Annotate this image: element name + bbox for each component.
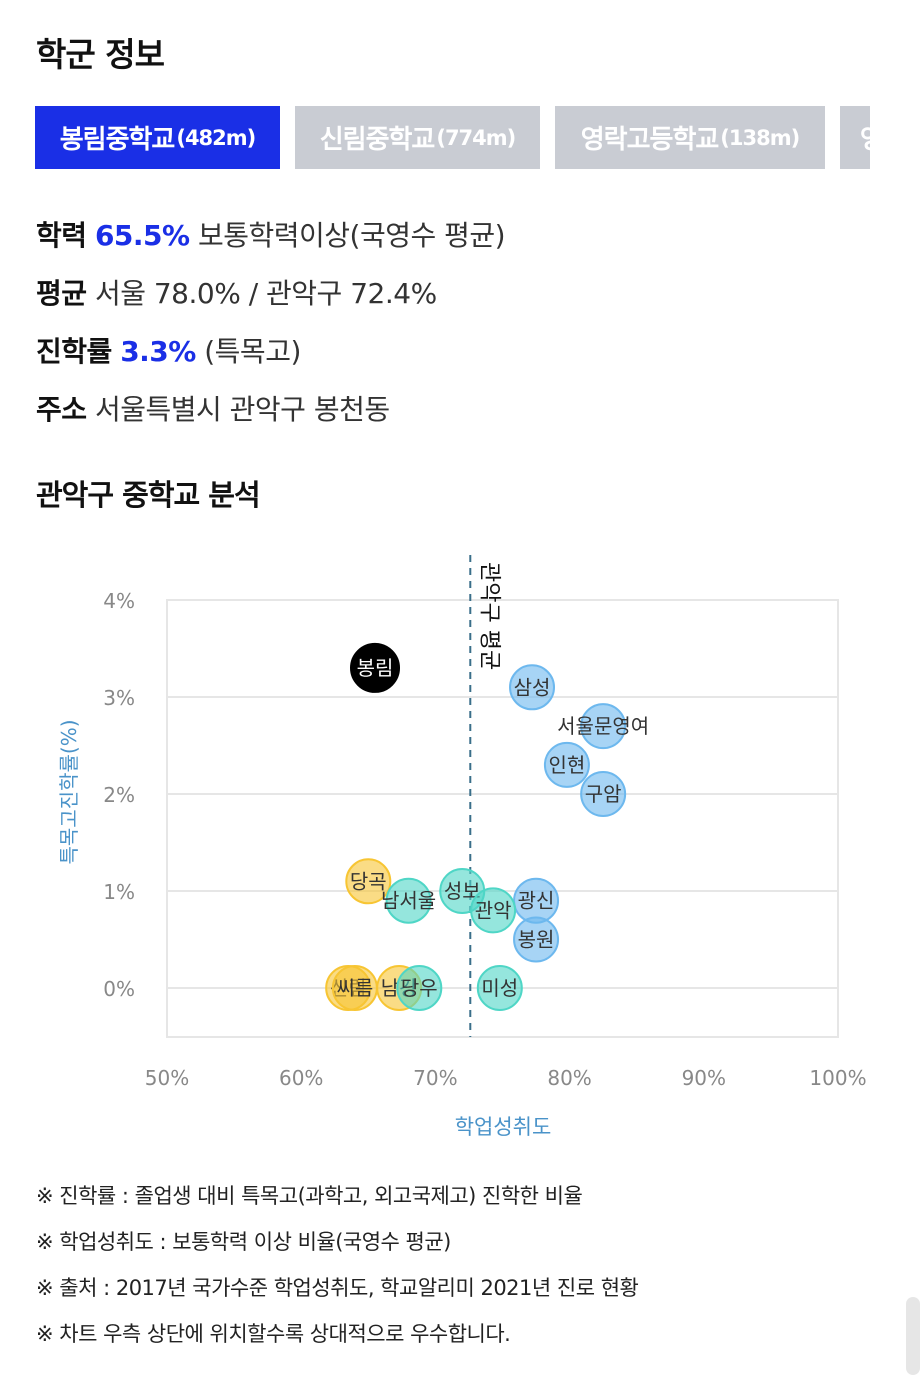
point-label: 광신 xyxy=(518,889,555,913)
point-label: 관악 xyxy=(475,898,512,922)
point-label: 서울문영여 xyxy=(557,714,649,738)
advance-row: 진학률 3.3% (특목고) xyxy=(36,330,301,370)
average-label: 평균 xyxy=(36,277,87,310)
y-tick-label: 4% xyxy=(103,589,135,613)
point-label: 삼성 xyxy=(514,675,551,699)
x-tick-label: 80% xyxy=(547,1066,591,1090)
x-tick-label: 100% xyxy=(809,1066,866,1090)
point-bubble xyxy=(350,642,401,693)
school-point[interactable]: 삼성 xyxy=(509,664,556,711)
point-bubble xyxy=(513,916,560,963)
point-bubble xyxy=(385,877,432,924)
tab-label: 영락고등학교 xyxy=(580,125,720,155)
point-bubble xyxy=(476,965,523,1011)
school-point[interactable]: 관악 xyxy=(470,887,517,934)
note-interpretation: ※ 차트 우측 상단에 위치할수록 상대적으로 우수합니다. xyxy=(36,1322,511,1346)
point-bubble xyxy=(543,741,590,788)
tab-label: 영 xyxy=(860,119,870,156)
school-point[interactable]: 남서울 xyxy=(381,877,436,924)
note-source: ※ 출처 : 2017년 국가수준 학업성취도, 학교알리미 2021년 진로 … xyxy=(36,1276,639,1300)
point-label: 당곡 xyxy=(350,869,387,893)
school-analysis-chart: 0% 1% 2% 3% 4% 50% 60% 70% 80% 90% 100% 관악구 평균 봉림삼… xyxy=(57,555,867,1139)
point-label: 봉원 xyxy=(518,928,555,952)
analysis-title: 관악구 중학교 분석 xyxy=(36,478,261,512)
point-bubble xyxy=(580,771,627,817)
academic-row: 학력 65.5% 보통학력이상(국영수 평균) xyxy=(36,214,506,254)
school-point[interactable]: 당우 xyxy=(396,965,443,1011)
note-advance-rate: ※ 진학률 : 졸업생 대비 특목고(과학고, 외고국제고) 진학한 비율 xyxy=(36,1184,583,1208)
tab-sillim-middle[interactable]: 신림중학교 (774m) xyxy=(295,106,540,169)
tab-label: 봉림중학교 xyxy=(59,125,176,155)
point-bubble xyxy=(580,703,627,750)
tab-label: 신림중학교 xyxy=(319,125,436,155)
school-point[interactable]: 구암 xyxy=(580,771,627,817)
note-achievement: ※ 학업성취도 : 보통학력 이상 비율(국영수 평균) xyxy=(36,1230,451,1254)
school-point[interactable]: 씨름 xyxy=(331,965,378,1011)
address-text: 서울특별시 관악구 봉천동 xyxy=(94,393,390,426)
x-tick-label: 70% xyxy=(413,1066,457,1090)
address-label: 주소 xyxy=(36,393,87,426)
academic-desc: 보통학력이상(국영수 평균) xyxy=(197,219,506,252)
tab-distance: (774m) xyxy=(436,125,516,150)
school-point[interactable]: 당곡 xyxy=(345,858,392,905)
x-tick-label: 50% xyxy=(145,1066,189,1090)
tab-yeongnak-high[interactable]: 영락고등학교 (138m) xyxy=(555,106,825,169)
y-tick-label: 3% xyxy=(103,686,135,710)
point-label: 구암 xyxy=(585,782,622,806)
point-label: 봉림 xyxy=(357,656,394,680)
advance-label: 진학률 xyxy=(36,335,112,368)
school-point[interactable]: 봉원 xyxy=(513,916,560,963)
average-row: 평균 서울 78.0% / 관악구 72.4% xyxy=(36,272,437,312)
advance-value: 3.3% xyxy=(120,335,196,368)
tab-next-partial[interactable]: 영 xyxy=(840,106,870,169)
average-text: 서울 78.0% / 관악구 72.4% xyxy=(94,277,437,310)
school-point[interactable]: 봉림 xyxy=(350,642,401,693)
school-point[interactable]: 서울문영여 xyxy=(557,703,649,750)
school-point[interactable]: 미성 xyxy=(476,965,523,1011)
scrollbar-thumb[interactable] xyxy=(906,1297,920,1375)
y-tick-label: 1% xyxy=(103,880,135,904)
x-axis-label: 학업성취도 xyxy=(455,1115,552,1139)
point-bubble xyxy=(509,664,556,711)
advance-desc: (특목고) xyxy=(204,335,301,368)
point-label: 남서울 xyxy=(381,889,436,913)
district-average-label: 관악구 평균 xyxy=(476,562,501,670)
tab-distance: (482m) xyxy=(176,125,256,150)
y-tick-label: 0% xyxy=(103,977,135,1001)
school-tabs: 봉림중학교(482m) 신림중학교(774m) 영락고등학교(138m) 영 xyxy=(35,106,870,169)
point-bubble xyxy=(470,887,517,934)
tab-distance: (138m) xyxy=(720,125,800,150)
point-label: 인현 xyxy=(549,753,586,777)
section-title: 학군 정보 xyxy=(36,35,165,74)
point-bubble xyxy=(345,858,392,905)
point-bubble xyxy=(396,965,443,1011)
point-label: 당우 xyxy=(401,976,438,1000)
school-point[interactable]: 광신 xyxy=(513,877,560,924)
academic-label: 학력 xyxy=(36,219,87,252)
x-tick-label: 90% xyxy=(682,1066,726,1090)
point-label: 씨름 xyxy=(336,976,373,1000)
point-bubble xyxy=(331,965,378,1011)
y-tick-label: 2% xyxy=(103,783,135,807)
school-point[interactable]: 인현 xyxy=(543,741,590,788)
x-tick-label: 60% xyxy=(279,1066,323,1090)
tab-bongrim-middle[interactable]: 봉림중학교 (482m) xyxy=(35,106,280,169)
address-row: 주소 서울특별시 관악구 봉천동 xyxy=(36,388,390,428)
y-axis-label: 특목고진학률(%) xyxy=(57,719,81,864)
point-label: 미성 xyxy=(481,976,518,1000)
academic-value: 65.5% xyxy=(94,219,190,252)
